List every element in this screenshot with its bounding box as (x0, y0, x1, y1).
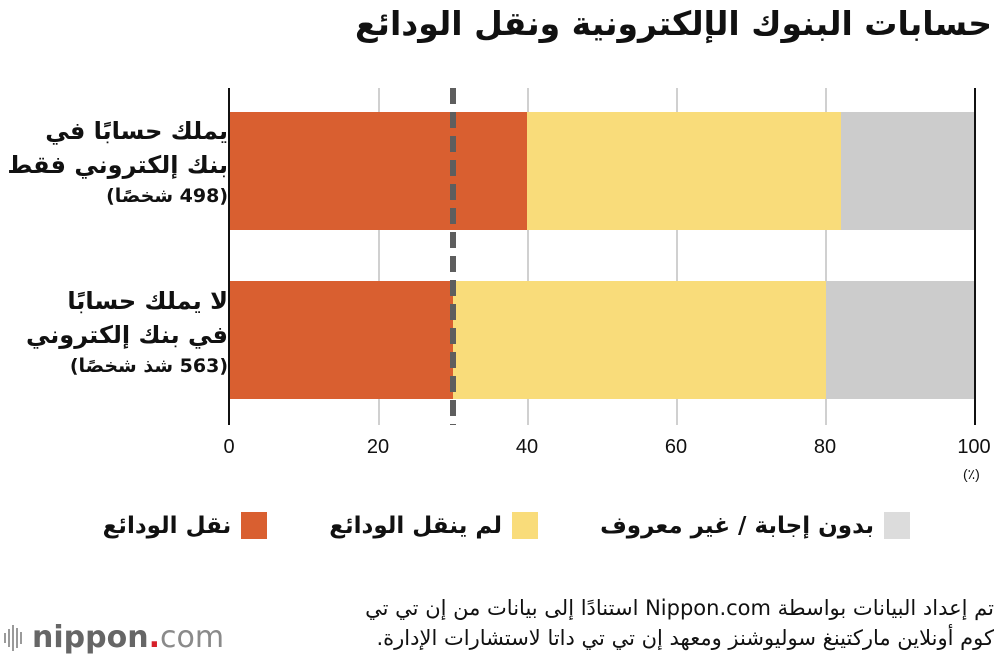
legend-label-moved: نقل الودائع (102, 512, 232, 539)
logo-name: nippon (32, 620, 149, 655)
nippon-logo: nippon. com (4, 620, 224, 655)
sound-bars-icon (4, 624, 22, 651)
x-tick-40: 40 (515, 436, 539, 458)
legend-label-not-moved: لم ينقل الودائع (329, 512, 503, 539)
unit-label: (٪) (963, 466, 980, 482)
logo-dot: . (148, 620, 160, 655)
bar-row-2 (229, 281, 975, 399)
legend-swatch-orange (241, 512, 268, 539)
legend-item-not-moved: لم ينقل الودائع (329, 512, 539, 539)
category-label-2: لا يملك حسابًا في بنك إلكتروني (563 شذ ش… (26, 284, 228, 380)
logo-suffix: com (159, 620, 225, 655)
gridline-40 (527, 88, 529, 425)
bar-segment-moved (229, 281, 453, 399)
legend-item-moved: نقل الودائع (103, 512, 268, 539)
category-2-line2: في بنك إلكتروني (26, 321, 228, 349)
legend-swatch-yellow (512, 512, 539, 539)
legend-item-no-answer: بدون إجابة / غير معروف (600, 512, 910, 539)
plot-area (228, 88, 976, 425)
bar-segment-not-moved (527, 112, 841, 230)
x-tick-0: 0 (223, 436, 235, 458)
gridline-20 (378, 88, 380, 425)
bar-segment-no-answer (840, 112, 975, 230)
bar-segment-no-answer (825, 281, 975, 399)
legend-swatch-gray (884, 512, 910, 539)
chart-title: حسابات البنوك الإلكترونية ونقل الودائع (355, 4, 992, 43)
legend: بدون إجابة / غير معروف لم ينقل الودائع ن… (103, 512, 910, 539)
x-tick-20: 20 (366, 436, 390, 458)
category-2-count: (563 شذ شخصًا) (69, 355, 228, 377)
axis-hundred-line (974, 88, 976, 425)
gridline-60 (676, 88, 678, 425)
category-1-count: (498 شخصًا) (106, 185, 228, 207)
category-1-line1: يملك حسابًا في (45, 117, 228, 145)
source-line-2: كوم أونلاين ماركتينغ سوليوشنز ومعهد إن ت… (376, 626, 994, 650)
axis-zero-line (228, 88, 230, 425)
bar-segment-moved (229, 112, 528, 230)
bar-row-1 (229, 112, 975, 230)
bar-segment-not-moved (452, 281, 826, 399)
gridline-80 (825, 88, 827, 425)
category-label-1: يملك حسابًا في بنك إلكتروني فقط (498 شخص… (7, 114, 228, 210)
category-2-line1: لا يملك حسابًا (67, 287, 228, 315)
source-line-1: تم إعداد البيانات بواسطة Nippon.com استن… (365, 596, 994, 620)
source-note: تم إعداد البيانات بواسطة Nippon.com استن… (264, 593, 994, 653)
category-1-line2: بنك إلكتروني فقط (7, 151, 228, 179)
legend-label-no-answer: بدون إجابة / غير معروف (600, 512, 874, 539)
x-tick-60: 60 (664, 436, 688, 458)
reference-dashed-line (449, 88, 456, 425)
x-tick-80: 80 (813, 436, 837, 458)
x-tick-100: 100 (957, 436, 991, 458)
